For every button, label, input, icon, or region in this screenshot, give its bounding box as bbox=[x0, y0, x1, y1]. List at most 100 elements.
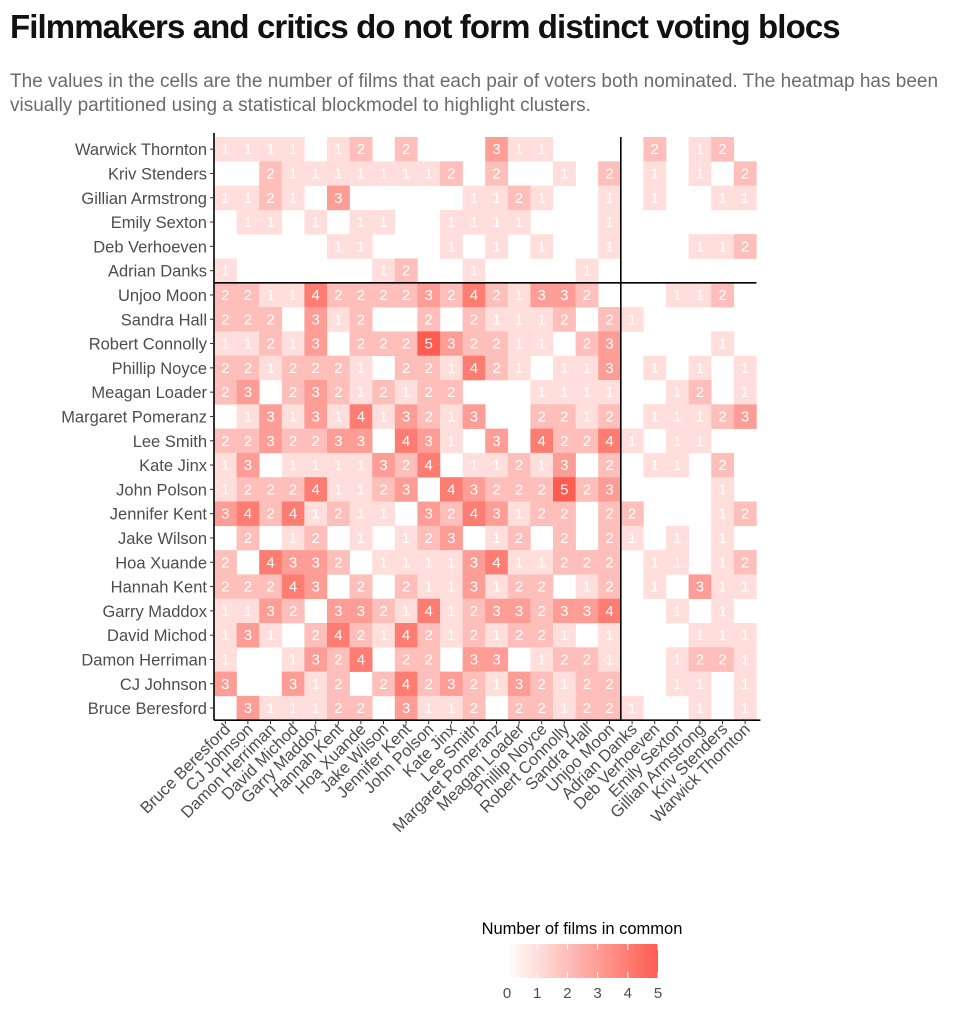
heatmap-cell bbox=[394, 623, 418, 648]
heatmap-cell bbox=[553, 550, 576, 575]
heatmap-cell bbox=[485, 282, 509, 308]
heatmap-cell bbox=[259, 355, 283, 381]
heatmap-cell bbox=[711, 282, 735, 308]
y-tick-label: Warwick Thornton bbox=[75, 141, 207, 159]
heatmap-cell bbox=[666, 598, 689, 624]
cell-value-label: 1 bbox=[741, 700, 749, 717]
cell-value-label: 1 bbox=[696, 408, 704, 425]
cell-value-label: 1 bbox=[492, 676, 500, 693]
cell-value-label: 3 bbox=[289, 676, 297, 693]
heatmap-cell bbox=[440, 161, 463, 186]
heatmap-cell bbox=[575, 428, 599, 454]
partition-lines bbox=[214, 137, 757, 721]
heatmap-cell bbox=[236, 477, 260, 502]
heatmap-cell bbox=[530, 331, 554, 356]
heatmap-cell bbox=[530, 380, 554, 405]
cell-value-label: 1 bbox=[628, 530, 636, 547]
cell-value-label: 3 bbox=[741, 408, 749, 425]
heatmap-cell bbox=[349, 574, 373, 599]
cell-value-label: 1 bbox=[470, 457, 478, 474]
heatmap-cell bbox=[349, 331, 373, 356]
heatmap-cell bbox=[417, 452, 441, 478]
cell-value-label: 1 bbox=[718, 190, 726, 207]
cell-value-label: 1 bbox=[221, 481, 229, 498]
heatmap-cell bbox=[598, 161, 622, 186]
heatmap-cell bbox=[349, 404, 373, 429]
heatmap-cell bbox=[327, 355, 350, 381]
cell-value-label: 1 bbox=[628, 311, 636, 328]
cell-value-label: 1 bbox=[357, 384, 365, 401]
heatmap-cell bbox=[349, 137, 373, 162]
heatmap-cell bbox=[643, 185, 667, 211]
cell-value-label: 1 bbox=[289, 700, 297, 717]
cell-value-label: 1 bbox=[741, 676, 749, 693]
heatmap-cell bbox=[259, 574, 283, 599]
heatmap-cell bbox=[575, 550, 599, 575]
heatmap-cell bbox=[259, 428, 283, 454]
cell-value-label: 1 bbox=[334, 481, 342, 498]
cell-value-label: 1 bbox=[651, 554, 659, 571]
cell-value-label: 1 bbox=[312, 506, 320, 523]
legend-tick-label: 0 bbox=[503, 985, 511, 1002]
heatmap-cell bbox=[620, 307, 644, 332]
heatmap-cell bbox=[304, 209, 328, 235]
heatmap-cell bbox=[711, 185, 735, 211]
cell-value-label: 2 bbox=[379, 287, 387, 304]
cell-value-label: 2 bbox=[221, 311, 229, 328]
heatmap-cell bbox=[553, 282, 576, 308]
y-tick-label: Garry Maddox bbox=[102, 603, 207, 621]
cell-value-label: 1 bbox=[470, 214, 478, 231]
cell-value-label: 2 bbox=[334, 554, 342, 571]
heatmap-cell bbox=[304, 647, 328, 672]
heatmap-cell bbox=[575, 355, 599, 381]
heatmap-cell bbox=[530, 598, 554, 624]
heatmap-cell bbox=[507, 695, 531, 721]
heatmap-cell bbox=[507, 282, 531, 308]
cell-value-label: 2 bbox=[357, 287, 365, 304]
cell-value-label: 3 bbox=[560, 603, 568, 620]
cell-value-label: 2 bbox=[538, 627, 546, 644]
cell-value-label: 3 bbox=[538, 287, 546, 304]
cell-value-label: 1 bbox=[447, 408, 455, 425]
cell-value-label: 2 bbox=[583, 676, 591, 693]
heatmap-cell bbox=[327, 161, 350, 186]
heatmap-cell bbox=[440, 282, 463, 308]
cell-value-label: 2 bbox=[696, 651, 704, 668]
cell-value-label: 1 bbox=[357, 506, 365, 523]
heatmap-cell bbox=[440, 501, 463, 527]
heatmap-cell bbox=[236, 525, 260, 551]
cell-value-label: 2 bbox=[402, 141, 410, 158]
heatmap-cell bbox=[553, 477, 576, 502]
cell-value-label: 2 bbox=[379, 336, 387, 353]
cell-value-label: 1 bbox=[357, 457, 365, 474]
y-tick-label: Sandra Hall bbox=[121, 311, 207, 329]
cell-value-label: 2 bbox=[605, 676, 613, 693]
heatmap-cell bbox=[417, 671, 441, 697]
cell-value-label: 1 bbox=[402, 554, 410, 571]
heatmap-cell bbox=[372, 380, 396, 405]
heatmap-cell bbox=[733, 550, 757, 575]
heatmap-cell bbox=[485, 598, 509, 624]
cell-value-label: 3 bbox=[492, 603, 500, 620]
legend-tick-label: 3 bbox=[593, 985, 601, 1002]
heatmap-cell bbox=[259, 331, 283, 356]
heatmap-cell bbox=[598, 452, 622, 478]
cell-value-label: 2 bbox=[515, 481, 523, 498]
heatmap-cell bbox=[281, 137, 305, 162]
heatmap-cell bbox=[711, 137, 735, 162]
cell-value-label: 1 bbox=[583, 263, 591, 280]
heatmap-cell bbox=[688, 428, 712, 454]
cell-value-label: 2 bbox=[741, 238, 749, 255]
heatmap-cell bbox=[530, 452, 554, 478]
heatmap-cell bbox=[214, 647, 237, 672]
cell-value-label: 2 bbox=[447, 287, 455, 304]
cell-value-label: 1 bbox=[266, 141, 274, 158]
cell-value-label: 3 bbox=[425, 287, 433, 304]
cell-value-label: 4 bbox=[492, 554, 500, 571]
heatmap-cell bbox=[711, 623, 735, 648]
cell-value-label: 3 bbox=[244, 457, 252, 474]
cell-value-label: 3 bbox=[312, 579, 320, 596]
cell-value-label: 4 bbox=[605, 603, 613, 620]
heatmap-cell bbox=[688, 695, 712, 721]
